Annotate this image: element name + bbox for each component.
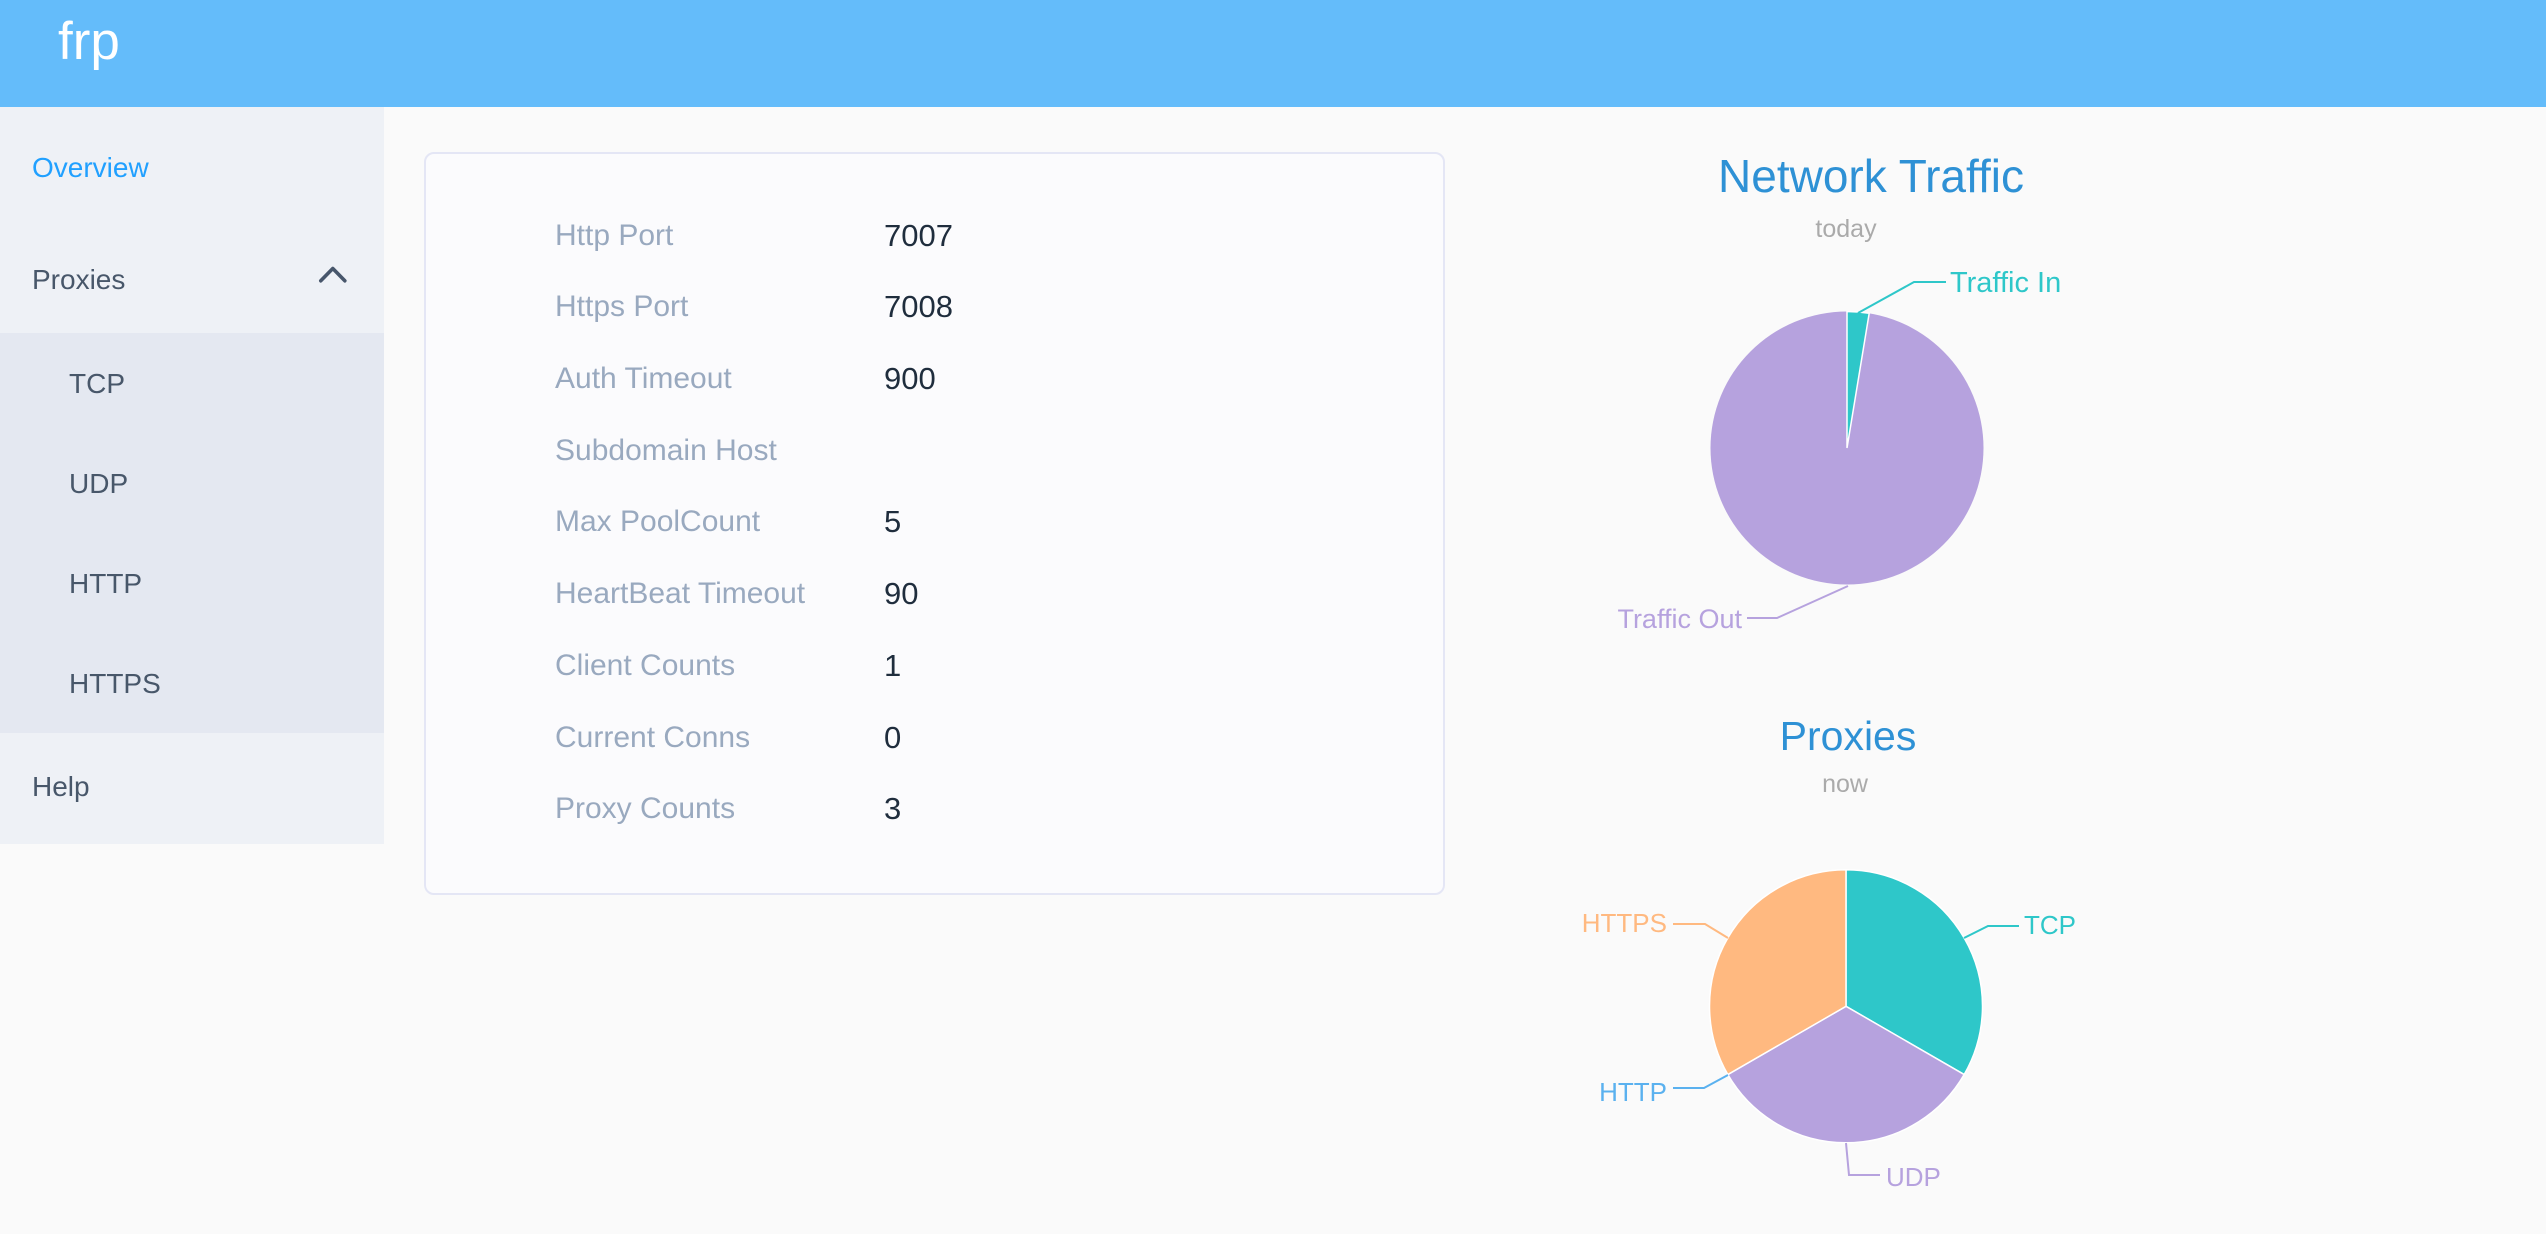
svg-text:TCP: TCP	[2024, 910, 2076, 940]
svg-text:Traffic Out: Traffic Out	[1617, 604, 1742, 634]
svg-text:HTTP: HTTP	[1599, 1077, 1667, 1107]
svg-text:Traffic In: Traffic In	[1950, 267, 2061, 299]
svg-text:now: now	[1822, 770, 1869, 798]
svg-text:today: today	[1815, 215, 1877, 243]
svg-text:UDP: UDP	[1886, 1162, 1941, 1192]
svg-text:Proxies: Proxies	[1780, 713, 1917, 759]
svg-text:HTTPS: HTTPS	[1582, 908, 1667, 938]
svg-text:Network Traffic: Network Traffic	[1718, 150, 2024, 202]
